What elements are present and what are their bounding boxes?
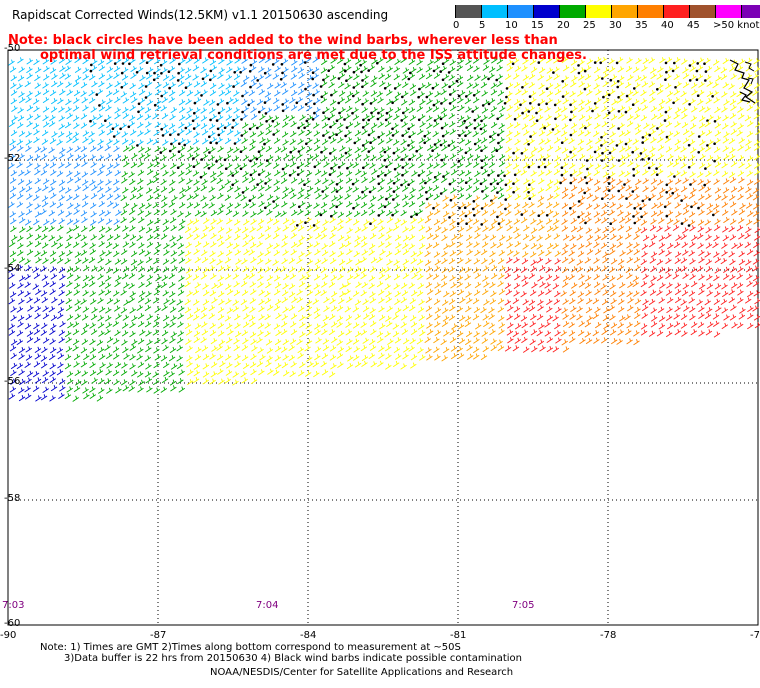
legend-swatch xyxy=(611,5,637,18)
map-title: Rapidscat Corrected Winds(12.5KM) v1.1 2… xyxy=(12,8,389,22)
latitude-label: -54 xyxy=(4,263,21,274)
legend-color-bar xyxy=(455,5,760,18)
legend-swatch xyxy=(585,5,611,18)
wind-speed-legend: 0 5 10 15 20 25 30 35 40 45 >50 knots xyxy=(453,5,760,32)
ops-note-line-2: optimal wind retrieval conditions are me… xyxy=(40,48,587,63)
graticule xyxy=(8,50,758,625)
latitude-label: -52 xyxy=(4,153,21,164)
legend-tick: 45 xyxy=(687,20,700,31)
legend-tick: 10 xyxy=(505,20,518,31)
time-label: 7:04 xyxy=(256,600,279,611)
legend-tick: 0 xyxy=(453,20,460,31)
longitude-label: -84 xyxy=(300,630,317,641)
footer-note-1: Note: 1) Times are GMT 2)Times along bot… xyxy=(40,642,461,653)
latitude-label: -60 xyxy=(4,618,21,629)
legend-tick: >50 knots xyxy=(713,20,760,31)
legend-swatch xyxy=(559,5,585,18)
legend-tick: 15 xyxy=(531,20,544,31)
legend-swatch xyxy=(507,5,533,18)
latitude-label: -56 xyxy=(4,376,21,387)
legend-swatch xyxy=(533,5,559,18)
legend-tick: 35 xyxy=(635,20,648,31)
legend-swatch xyxy=(663,5,689,18)
legend-swatch xyxy=(481,5,507,18)
legend-tick-labels: 0 5 10 15 20 25 30 35 40 45 >50 knots xyxy=(453,18,760,32)
time-label: 7:05 xyxy=(512,600,535,611)
time-label: 7:03 xyxy=(2,600,25,611)
legend-swatch xyxy=(715,5,741,18)
longitude-label: -87 xyxy=(150,630,167,641)
wind-barbs xyxy=(8,56,760,402)
legend-tick: 20 xyxy=(557,20,570,31)
longitude-label: -90 xyxy=(0,630,17,641)
legend-swatch xyxy=(455,5,481,18)
legend-tick: 30 xyxy=(609,20,622,31)
map-frame xyxy=(7,49,759,626)
longitude-label: -75 xyxy=(750,630,760,641)
coastline xyxy=(729,59,756,104)
footer-credit: NOAA/NESDIS/Center for Satellite Applica… xyxy=(210,667,514,678)
longitude-label: -81 xyxy=(450,630,467,641)
legend-tick: 5 xyxy=(479,20,486,31)
legend-swatch xyxy=(637,5,663,18)
longitude-label: -78 xyxy=(600,630,617,641)
footer-note-2: 3)Data buffer is 22 hrs from 20150630 4)… xyxy=(64,653,522,664)
latitude-label: -50 xyxy=(4,43,21,54)
ops-note: Note: black circles have been added to t… xyxy=(8,33,587,63)
legend-tick: 40 xyxy=(661,20,674,31)
legend-tick: 25 xyxy=(583,20,596,31)
ops-note-line-1: Note: black circles have been added to t… xyxy=(8,33,558,48)
latitude-label: -58 xyxy=(4,493,21,504)
legend-swatch xyxy=(689,5,715,18)
legend-swatch xyxy=(741,5,760,18)
